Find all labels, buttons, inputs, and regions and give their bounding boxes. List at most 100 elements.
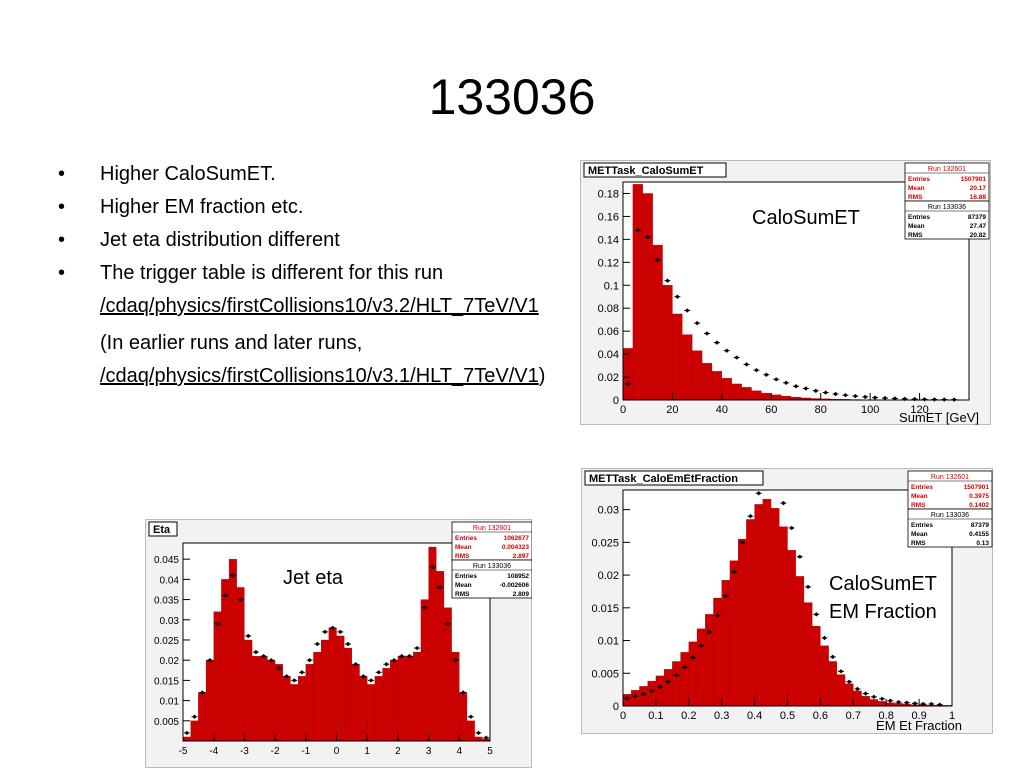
eta-data-point [375,670,382,675]
eta-hist-bar [305,664,314,742]
eta-xtick-label: -5 [179,746,188,757]
emfraction-stats-key: Mean [911,493,928,500]
eta-data-point [360,674,367,679]
emfraction-data-point [928,702,935,707]
calosumet-point-marker [656,258,660,262]
emfraction-hist-bar [721,580,731,707]
eta-xtick-label: -3 [240,746,249,757]
eta-hist-bar [397,655,406,742]
emfraction-data-point [903,700,910,705]
eta-point-marker [277,666,281,670]
calosumet-hist-bar [692,350,703,401]
eta-point-marker [461,690,465,695]
eta-hist-bar [344,647,353,742]
emfraction-point-marker [831,655,835,659]
emfraction-stats-box [907,470,993,510]
emfraction-point-marker [650,689,654,693]
eta-data-point [291,678,298,683]
calosumet-stats-box [904,200,990,240]
emfraction-annotation-line1: CaloSumET [829,573,937,595]
calosumet-ytick-label: 0.12 [598,257,619,269]
eta-hist-bar [367,684,376,742]
eta-hist-bar [336,635,345,742]
calosumet-data-point [634,228,641,233]
emfraction-point-marker [699,644,703,648]
emfraction-point-marker [691,655,695,660]
calosumet-point-marker [715,341,719,345]
eta-point-marker [453,658,458,662]
emfraction-stats-key: Entries [911,522,933,529]
eta-data-point [199,690,206,695]
calosumet-hist-bar [721,378,732,401]
eta-point-marker [323,630,327,634]
emfraction-stats-box [907,508,993,548]
calosumet-xtick-label: 60 [765,404,777,416]
eta-point-marker [354,662,358,666]
calosumet-xtick-label: 100 [861,404,879,416]
calosumet-data-point [812,388,819,393]
eta-data-point [321,629,328,634]
eta-hist-bar [436,571,445,742]
eta-point-marker [338,630,342,634]
eta-ytick-label: 0.035 [154,596,179,607]
calosumet-data-point [872,395,879,400]
eta-ytick-label: 0.01 [160,697,180,708]
eta-point-marker [238,597,243,602]
eta-data-point [406,654,413,659]
emfraction-point-marker [913,701,917,705]
eta-point-marker [407,654,412,658]
emfraction-hist-bar [688,641,698,707]
emfraction-data-point [755,491,762,496]
calosumet-data-point [684,308,691,313]
calosumet-stats-value: 16.88 [970,194,987,201]
eta-data-point [306,658,313,663]
emfraction-point-marker [633,694,637,698]
trigger-table-link-v31[interactable]: /cdaq/physics/firstCollisions10/v3.1/HLT… [100,365,539,387]
eta-hist-bar [451,651,460,742]
emfraction-ytick-label: 0.025 [591,537,619,549]
calosumet-hist-bar [761,392,772,401]
calosumet-data-point [822,390,829,395]
eta-hist-bar [474,736,483,742]
eta-ytick-label: 0.045 [154,555,179,566]
eta-data-point [260,654,267,659]
eta-hist-bar [390,660,399,742]
eta-hist-bar [328,627,337,742]
eta-data-point [245,633,252,638]
eta-point-marker [331,626,335,630]
calosumet-data-point [763,372,770,377]
emfraction-point-marker [798,555,802,559]
emfraction-data-point [681,665,688,670]
calosumet-annotation: CaloSumET [752,207,860,229]
emfraction-xaxis-label: EM Et Fraction [876,718,962,733]
slide-title: 133036 [428,69,596,125]
eta-hist-bar [382,668,391,742]
calosumet-hist-bar [741,387,752,401]
eta-hist-bar [236,587,245,742]
calosumet-point-marker [735,355,739,360]
emfraction-point-marker [658,685,662,689]
emfraction-point-marker [740,540,744,544]
emfraction-hist-bar [828,661,837,707]
emfraction-stats-value: 1507901 [964,484,990,491]
eta-point-marker [384,662,388,666]
eta-point-marker [369,678,373,682]
eta-point-marker [231,573,235,577]
eta-data-point [214,621,221,626]
eta-point-marker [392,658,396,662]
eta-hist-bar [374,676,383,742]
trigger-table-link-v32[interactable]: /cdaq/physics/firstCollisions10/v3.2/HLT… [100,295,539,317]
calosumet-point-marker [774,377,778,381]
eta-data-point [383,662,390,667]
emfraction-ytick-label: 0.01 [598,636,619,648]
eta-point-marker [292,678,296,682]
emfraction-point-marker [929,702,934,706]
eta-hist-bar [405,655,414,742]
emfraction-point-marker [855,687,860,691]
emfraction-hist-bar [820,645,829,707]
emfraction-stats-header: Run 133036 [931,512,969,519]
calosumet-data-point [743,362,750,367]
emfraction-data-point [879,696,886,701]
calosumet-data-point [704,331,711,336]
emfraction-hist-bar [680,652,689,707]
